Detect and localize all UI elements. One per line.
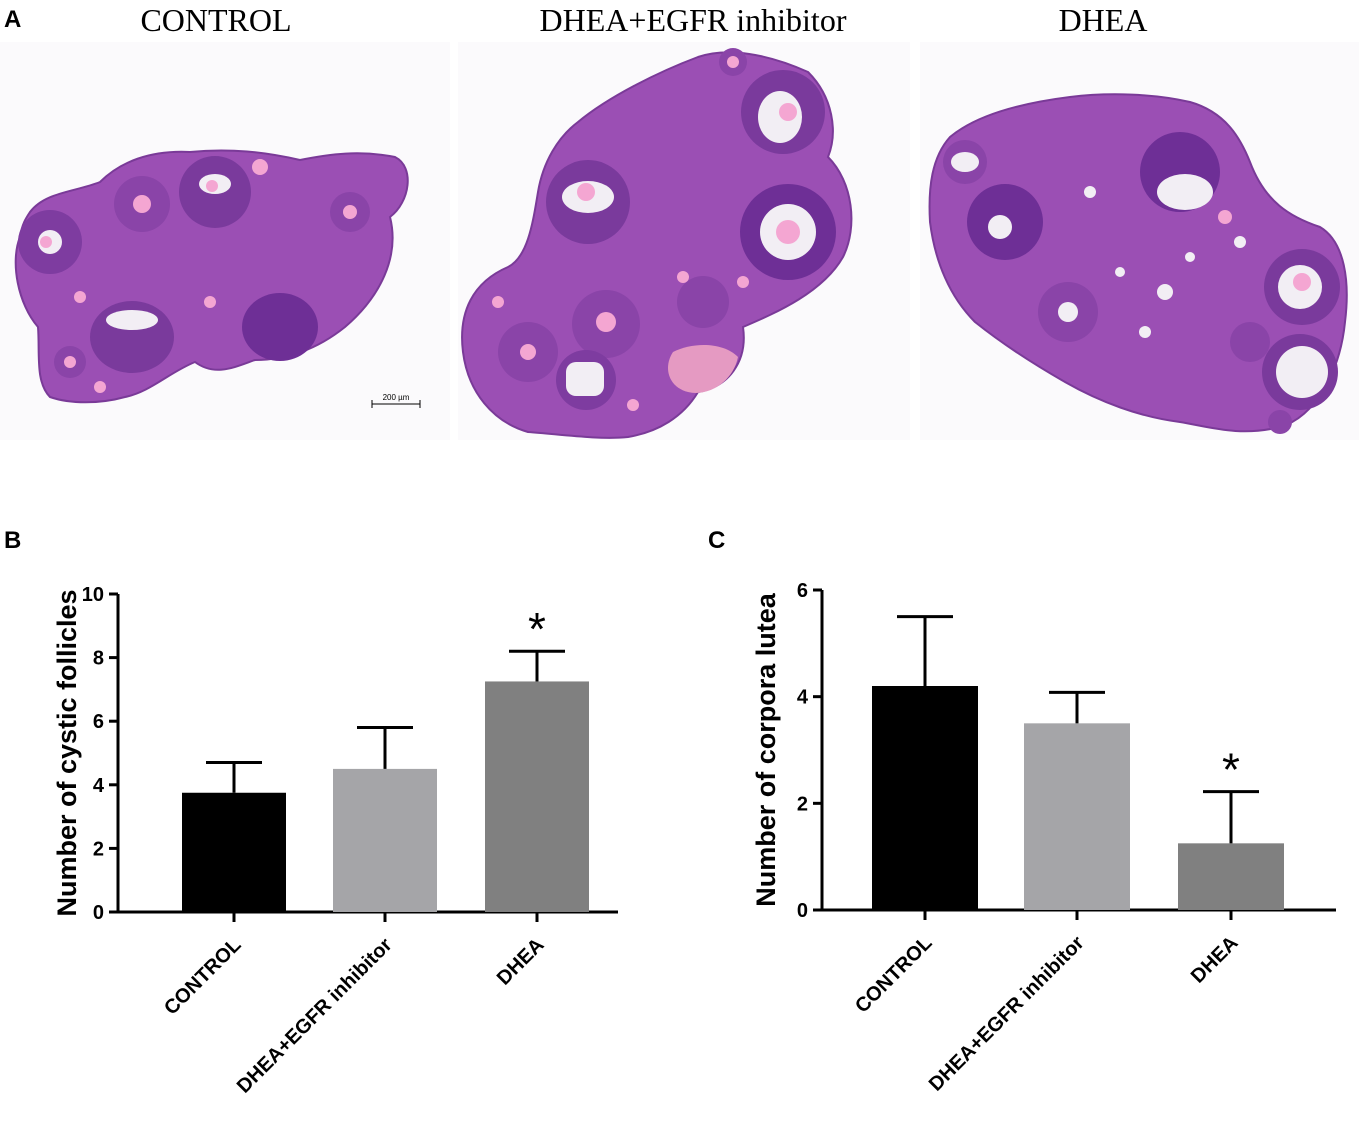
significance-asterisk: *	[528, 603, 546, 655]
panel-c-letter: C	[708, 527, 726, 554]
x-category-label: DHEA	[493, 934, 549, 990]
y-tick-label: 8	[93, 648, 104, 670]
bar	[485, 681, 589, 912]
y-tick-label: 4	[797, 687, 809, 709]
y-tick-label: 10	[82, 584, 104, 606]
x-category-label: CONTROL	[851, 932, 936, 1017]
bar	[333, 768, 437, 912]
scale-bar-label: 200 µm	[383, 393, 410, 402]
image-title-control: CONTROL	[140, 2, 292, 38]
y-tick-label: 0	[93, 902, 104, 924]
histology-image-control: 200 µm	[0, 42, 450, 440]
panel-a-letter: A	[4, 6, 22, 33]
y-axis-label: Number of cystic follicles	[52, 589, 82, 916]
y-tick-label: 6	[93, 711, 104, 733]
y-tick-label: 4	[93, 775, 105, 797]
bar	[1024, 723, 1130, 910]
y-tick-label: 2	[93, 838, 104, 860]
bar	[1178, 843, 1284, 910]
histology-image-dhea	[920, 42, 1359, 440]
y-tick-label: 0	[797, 900, 808, 922]
y-axis-label: Number of corpora lutea	[751, 592, 781, 907]
significance-asterisk: *	[1222, 744, 1240, 796]
x-category-label: DHEA+EGFR inhibitor	[233, 934, 397, 1098]
x-category-label: DHEA	[1187, 932, 1243, 988]
image-title-dhea-egfr: DHEA+EGFR inhibitor	[539, 2, 847, 38]
bar	[872, 686, 978, 910]
y-tick-label: 2	[797, 793, 808, 815]
x-category-label: DHEA+EGFR inhibitor	[925, 932, 1089, 1096]
panel-b-letter: B	[4, 527, 22, 554]
x-category-label: CONTROL	[160, 934, 245, 1019]
y-tick-label: 6	[797, 580, 808, 602]
histology-image-dhea-egfr	[458, 42, 910, 440]
bar	[182, 792, 286, 912]
bar-chart-corpora-lutea: 0 2 4 6 Number of corpora lutea CONTROLDHEA+E…	[751, 580, 1336, 1096]
image-title-dhea: DHEA	[1058, 2, 1148, 38]
